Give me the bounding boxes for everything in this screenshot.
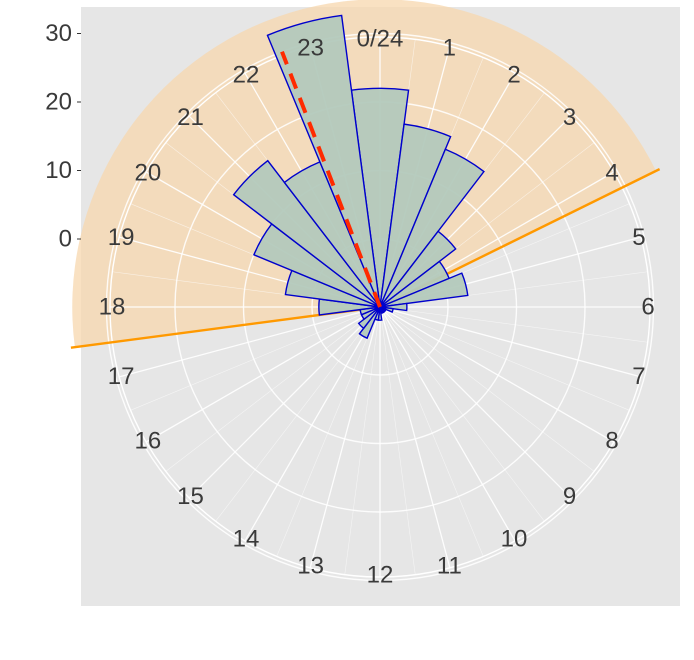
hour-label-10: 10 [501,526,528,553]
grid-spoke-major [244,306,381,542]
hour-label-8: 8 [605,428,618,455]
grid-spoke-minor [165,306,381,472]
grid-spoke-minor [379,306,545,522]
hour-label-15: 15 [177,483,204,510]
hour-label-5: 5 [632,224,645,251]
hour-label-7: 7 [632,363,645,390]
hour-label-13: 13 [297,552,324,579]
grid-spoke-major [379,306,641,378]
grid-spoke-minor [379,306,484,557]
hour-label-16: 16 [135,428,162,455]
grid-spoke-major [188,306,381,499]
grid-spoke-minor [379,306,416,575]
grid-spoke-major [119,306,381,378]
grid-spoke-minor [379,306,630,411]
bar-hour-1 [379,123,452,308]
mean-direction-group [280,50,382,308]
grid-spoke-minor [379,306,595,472]
bar-hour-15 [357,306,381,330]
hour-label-19: 19 [108,224,135,251]
grid-spoke-major [379,306,451,568]
hour-label-20: 20 [135,160,162,187]
mean-direction-line [280,50,382,308]
hour-label-6: 6 [641,294,654,321]
grid-spoke-minor [379,306,648,343]
y-tick-label-10: 10 [45,157,72,184]
hour-label-1: 1 [443,35,456,62]
y-tick-label-0: 0 [59,226,72,253]
hour-label-2: 2 [507,61,520,88]
bar-hour-21 [232,159,381,308]
grid-spoke-major [379,306,516,542]
hour-label-23: 23 [297,35,324,62]
hour-label-22: 22 [233,61,260,88]
y-tick-label-20: 20 [45,89,72,116]
grid-spoke-major [309,306,381,568]
hour-label-3: 3 [563,104,576,131]
grid-spoke-minor [130,306,381,411]
hour-label-17: 17 [108,363,135,390]
grid-spoke-minor [344,306,381,575]
hour-label-4: 4 [605,160,618,187]
hour-label-14: 14 [233,526,260,553]
hour-label-0: 0/24 [357,26,404,53]
hour-label-12: 12 [367,562,394,589]
grid-spoke-major [145,306,381,443]
hour-label-21: 21 [177,104,204,131]
hour-label-9: 9 [563,483,576,510]
bar-hour-6 [379,302,408,312]
hour-label-11: 11 [437,552,462,579]
bar-hour-3 [379,230,457,308]
hour-labels-group: 0/24 123456789101112131415161718192021222… [99,26,655,589]
grid-spoke-major [379,306,615,443]
bar-hour-2 [379,148,485,308]
hour-label-18: 18 [99,294,126,321]
grid-circle-30 [105,32,655,582]
grid-spoke-minor [276,306,381,557]
grid-spoke-major [379,306,572,499]
radial-axis-group: 0 10 20 30 [45,20,81,253]
y-tick-label-30: 30 [45,20,72,47]
bar-hour-5 [379,272,469,308]
grid-spoke-minor [215,306,381,522]
